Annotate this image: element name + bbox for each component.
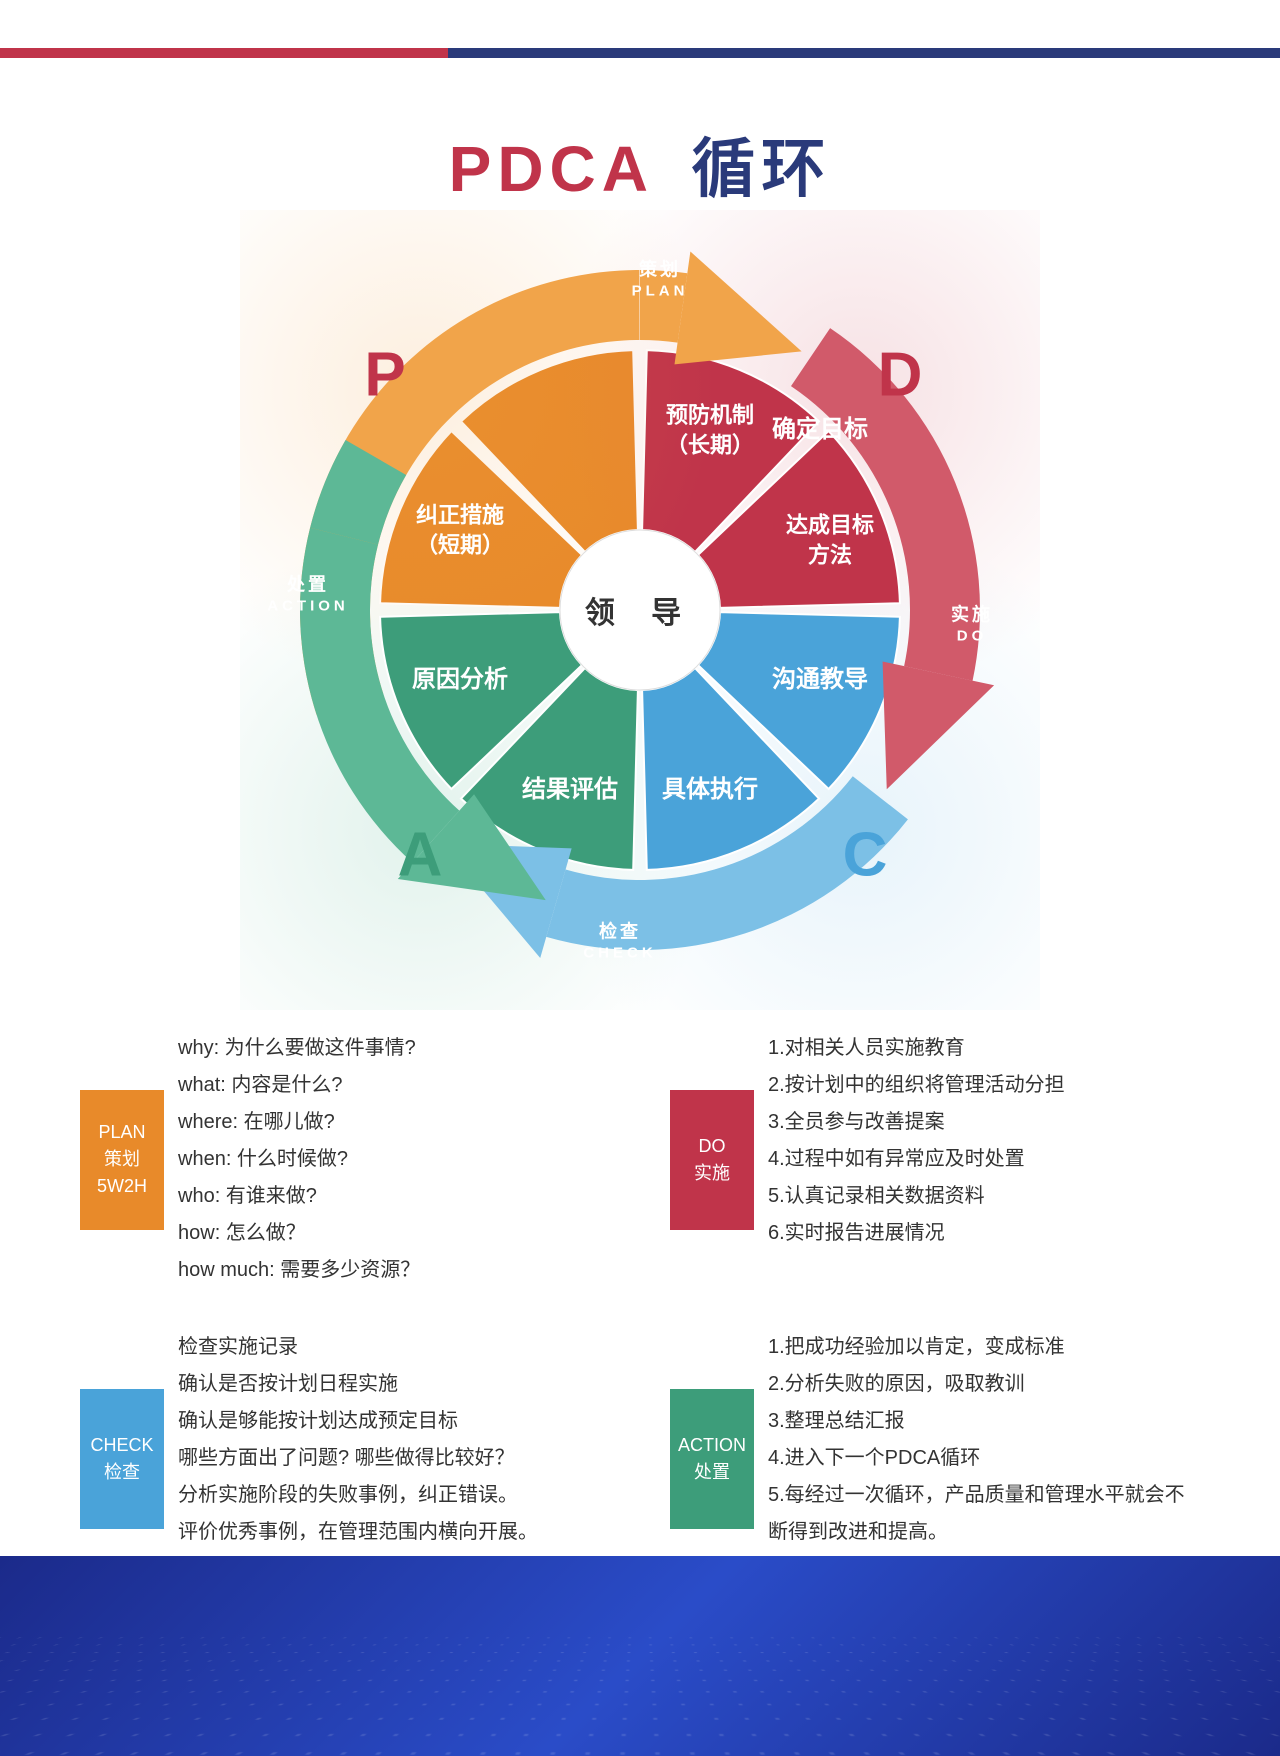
seg-plan1: 预防机制（长期） <box>666 400 754 459</box>
card-do-line: 4.过程中如有异常应及时处置 <box>768 1141 1200 1178</box>
card-check-line: 哪些方面出了问题? 哪些做得比较好？ <box>178 1440 610 1477</box>
seg-action2: 结果评估 <box>522 774 618 806</box>
card-action-line: 4.进入下一个PDCA循环 <box>768 1440 1200 1477</box>
card-do-lines: 1.对相关人员实施教育2.按计划中的组织将管理活动分担3.全员参与改善提案4.过… <box>768 1030 1200 1289</box>
card-do-line: 3.全员参与改善提案 <box>768 1104 1200 1141</box>
card-plan-line: why: 为什么要做这件事情? <box>178 1030 610 1067</box>
card-action-line: 2.分析失败的原因，吸取教训 <box>768 1366 1200 1403</box>
card-action: ACTION处置 1.把成功经验加以肯定，变成标准2.分析失败的原因，吸取教训3… <box>670 1329 1200 1588</box>
card-do-line: 5.认真记录相关数据资料 <box>768 1178 1200 1215</box>
card-check-line: 确认是否按计划日程实施 <box>178 1366 610 1403</box>
card-check-lines: 检查实施记录确认是否按计划日程实施确认是够能按计划达成预定目标哪些方面出了问题?… <box>178 1329 610 1588</box>
card-plan-tag: PLAN策划5W2H <box>80 1090 164 1230</box>
card-check-line: 确认是够能按计划达成预定目标 <box>178 1403 610 1440</box>
center-label: 领 导 <box>585 588 695 632</box>
letter-c: C <box>843 820 888 891</box>
card-action-lines: 1.把成功经验加以肯定，变成标准2.分析失败的原因，吸取教训3.整理总结汇报4.… <box>768 1329 1200 1588</box>
page-title: PDCA 循环 <box>0 118 1280 210</box>
card-action-line: 3.整理总结汇报 <box>768 1403 1200 1440</box>
arrow-do-label: 实施 DO <box>951 604 993 647</box>
card-plan-line: when: 什么时候做? <box>178 1141 610 1178</box>
footer-decoration <box>0 1556 1280 1756</box>
arrow-check-label: 检查 CHECK <box>583 921 656 964</box>
card-do-tag: DO实施 <box>670 1090 754 1230</box>
card-plan-line: who: 有谁来做? <box>178 1178 610 1215</box>
seg-check2: 具体执行 <box>662 774 758 806</box>
seg-check1: 沟通教导 <box>772 664 868 696</box>
card-plan-lines: why: 为什么要做这件事情?what: 内容是什么?where: 在哪儿做?w… <box>178 1030 610 1289</box>
card-do-line: 2.按计划中的组织将管理活动分担 <box>768 1067 1200 1104</box>
top-accent-bar <box>0 48 1280 58</box>
title-cycle: 循环 <box>691 133 831 205</box>
details-grid: PLAN策划5W2H why: 为什么要做这件事情?what: 内容是什么?wh… <box>80 1030 1200 1588</box>
card-plan-line: how: 怎么做？ <box>178 1215 610 1252</box>
seg-plan2: 纠正措施（短期） <box>416 500 504 559</box>
card-do-line: 6.实时报告进展情况 <box>768 1215 1200 1252</box>
card-plan: PLAN策划5W2H why: 为什么要做这件事情?what: 内容是什么?wh… <box>80 1030 610 1289</box>
arrow-plan-label: 策划 PLAN <box>632 259 689 302</box>
card-do-line: 1.对相关人员实施教育 <box>768 1030 1200 1067</box>
arrow-action-label: 处置 ACTION <box>267 574 349 617</box>
card-check-line: 分析实施阶段的失败事例，纠正错误。 <box>178 1477 610 1514</box>
card-action-line: 1.把成功经验加以肯定，变成标准 <box>768 1329 1200 1366</box>
top-bar-blue <box>448 48 1280 58</box>
card-plan-line: where: 在哪儿做? <box>178 1104 610 1141</box>
card-action-tag: ACTION处置 <box>670 1389 754 1529</box>
card-check-tag: CHECK检查 <box>80 1389 164 1529</box>
card-plan-line: what: 内容是什么? <box>178 1067 610 1104</box>
pdca-wheel: P D C A 领 导 策划 PLAN 实施 DO 检查 CHECK 处置 AC… <box>240 210 1040 1010</box>
title-pdca: PDCA <box>449 133 652 205</box>
seg-action1: 原因分析 <box>412 664 508 696</box>
card-do: DO实施 1.对相关人员实施教育2.按计划中的组织将管理活动分担3.全员参与改善… <box>670 1030 1200 1289</box>
seg-do1: 确定目标 <box>772 414 868 446</box>
letter-a: A <box>398 820 443 891</box>
letter-d: D <box>878 340 923 411</box>
top-bar-red <box>0 48 448 58</box>
seg-do2: 达成目标方法 <box>786 510 874 569</box>
letter-p: P <box>364 340 405 411</box>
card-action-line: 5.每经过一次循环，产品质量和管理水平就会不断得到改进和提高。 <box>768 1477 1200 1551</box>
card-check-line: 检查实施记录 <box>178 1329 610 1366</box>
card-plan-line: how much: 需要多少资源？ <box>178 1252 610 1289</box>
card-check-line: 评价优秀事例，在管理范围内横向开展。 <box>178 1514 610 1551</box>
card-check: CHECK检查 检查实施记录确认是否按计划日程实施确认是够能按计划达成预定目标哪… <box>80 1329 610 1588</box>
